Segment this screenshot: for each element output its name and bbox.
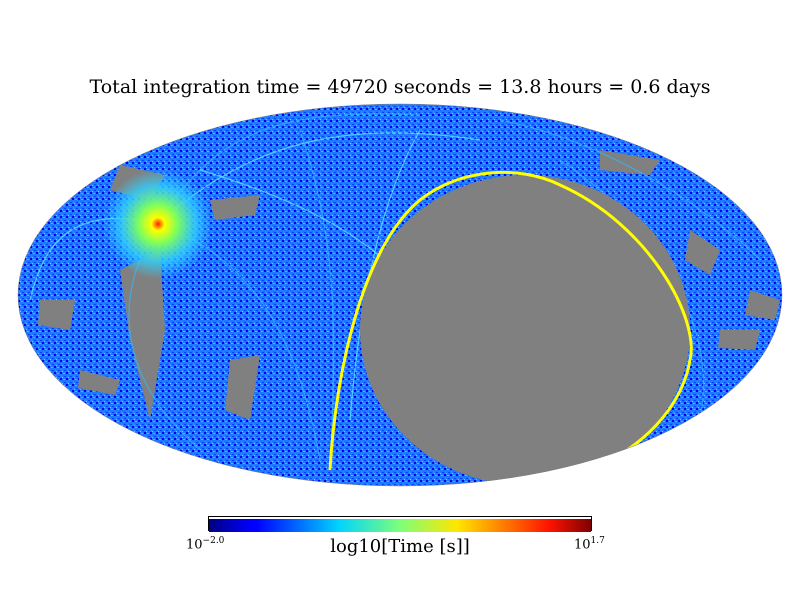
scan-arc — [299, 129, 335, 461]
coverage-gap — [38, 300, 75, 330]
unobserved-region-edge — [328, 170, 693, 471]
coverage-gap — [718, 330, 760, 350]
deep-field-hotspot — [103, 169, 213, 279]
coverage-gap — [685, 230, 720, 275]
scan-arc — [349, 129, 421, 421]
coverage-gap — [745, 290, 780, 320]
colorbar-gradient — [209, 519, 591, 532]
colorbar-max-label: 101.7 — [574, 536, 605, 553]
coverage-gap — [78, 370, 120, 395]
coverage-gap — [600, 150, 660, 175]
map-title: Total integration time = 49720 seconds =… — [89, 76, 711, 98]
map-outline — [17, 103, 783, 487]
coverage-gap — [225, 355, 260, 420]
sky-map-body — [18, 104, 782, 486]
colorbar — [208, 516, 592, 532]
coverage-gap — [210, 195, 260, 220]
colorbar-label: log10[Time [s]] — [330, 536, 470, 557]
scan-arc — [499, 119, 761, 261]
unobserved-region — [360, 175, 690, 485]
colorbar-min-label: 10−2.0 — [186, 536, 225, 553]
